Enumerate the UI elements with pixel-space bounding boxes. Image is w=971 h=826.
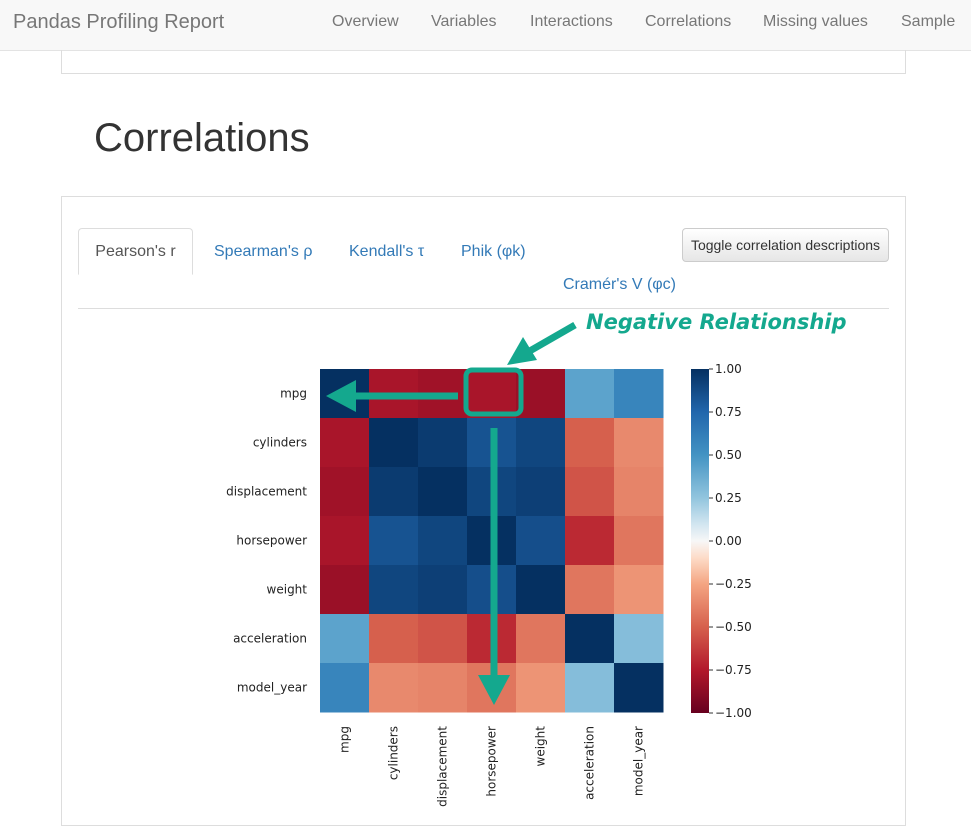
nav-sample[interactable]: Sample: [901, 13, 956, 30]
nav-variables[interactable]: Variables: [431, 13, 497, 30]
nav-correlations[interactable]: Correlations: [645, 13, 732, 30]
previous-section-card: [61, 50, 906, 74]
navbar: Pandas Profiling Report Overview Variabl…: [0, 0, 971, 51]
nav-overview[interactable]: Overview: [332, 13, 399, 30]
correlations-card: [61, 196, 906, 826]
nav-missing-values[interactable]: Missing values: [763, 13, 868, 30]
tab-divider: [78, 308, 889, 309]
toggle-descriptions-button[interactable]: Toggle correlation descriptions: [682, 228, 889, 262]
tab-phik[interactable]: Phik (φk): [461, 243, 526, 260]
tab-kendall[interactable]: Kendall's τ: [349, 243, 425, 260]
tab-pearson[interactable]: Pearson's r: [78, 228, 193, 275]
nav-interactions[interactable]: Interactions: [530, 13, 613, 30]
tab-cramers[interactable]: Cramér's V (φc): [563, 276, 676, 293]
section-title: Correlations: [94, 116, 310, 160]
brand[interactable]: Pandas Profiling Report: [13, 11, 225, 33]
tab-spearman[interactable]: Spearman's ρ: [214, 243, 313, 260]
